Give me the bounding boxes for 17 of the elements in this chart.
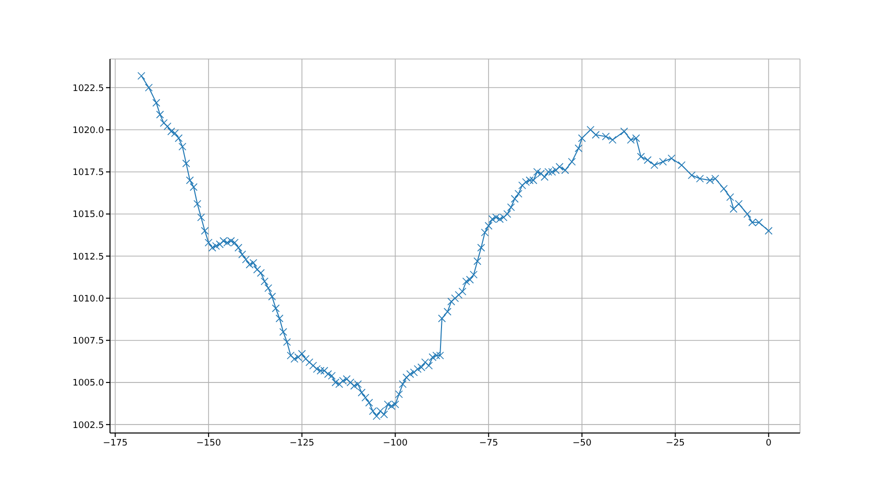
y-tick-label: 1022.5: [72, 84, 104, 94]
x-tick-label: −75: [479, 438, 498, 448]
x-tick-label: 0: [766, 438, 772, 448]
x-tick-label: −175: [102, 438, 128, 448]
y-tick-label: 1005.0: [72, 378, 104, 389]
x-tick-label: −25: [666, 438, 685, 448]
y-tick-label: 1017.5: [72, 168, 104, 178]
y-tick-label: 1012.5: [72, 252, 104, 262]
x-tick-label: −50: [572, 438, 592, 448]
y-tick-label: 1002.5: [72, 420, 104, 431]
y-tick-label: 1007.5: [72, 336, 104, 347]
x-tick-label: −150: [196, 438, 222, 448]
y-tick-label: 1015.0: [72, 210, 104, 220]
x-tick-label: −100: [382, 438, 408, 448]
y-tick-label: 1010.0: [72, 294, 104, 304]
y-tick-label: 1020.0: [72, 126, 104, 136]
x-tick-label: −125: [290, 438, 314, 448]
